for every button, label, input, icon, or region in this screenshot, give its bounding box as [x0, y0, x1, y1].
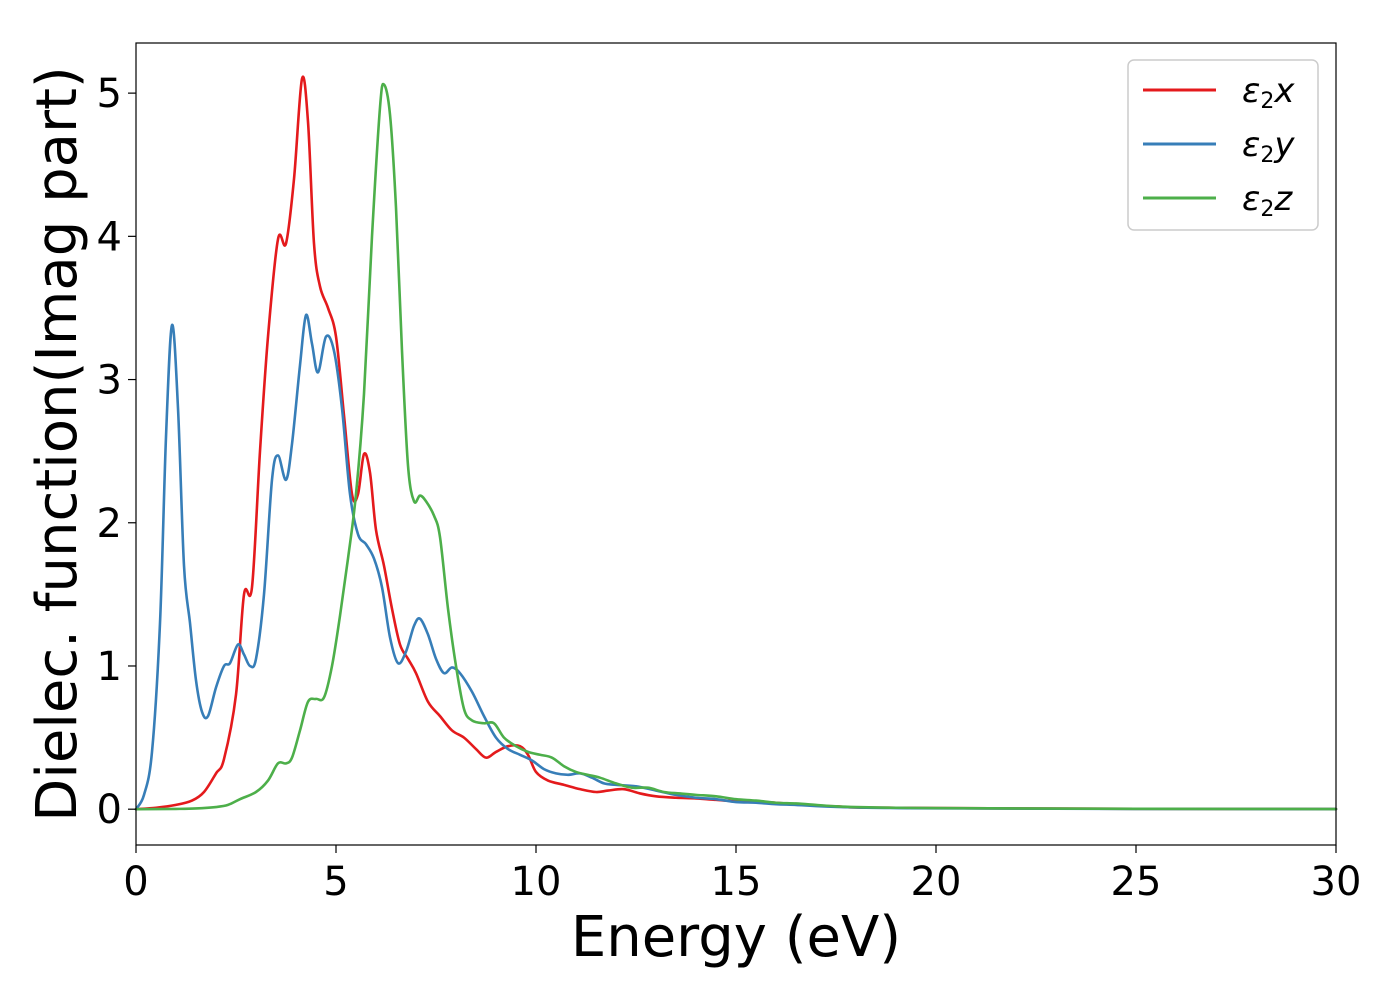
legend: ε2x ε2y ε2z — [1127, 59, 1319, 231]
legend-box — [1127, 59, 1319, 231]
series-line-z — [134, 82, 1338, 811]
y-axis: 0 1 2 3 4 5 — [97, 71, 136, 833]
y-axis-title: Dielec. function(Imag part) — [25, 66, 90, 822]
x-tick-label: 5 — [323, 859, 348, 905]
x-axis: 0 5 10 15 20 25 30 — [123, 845, 1361, 905]
series-line-y — [134, 313, 1338, 811]
x-tick-label: 10 — [511, 859, 562, 905]
x-tick-label: 30 — [1311, 859, 1362, 905]
x-tick-label: 15 — [711, 859, 762, 905]
x-axis-title: Energy (eV) — [571, 905, 901, 970]
y-tick-label: 2 — [97, 501, 122, 547]
x-tick-label: 0 — [123, 859, 148, 905]
y-tick-label: 5 — [97, 71, 122, 117]
x-tick-label: 20 — [911, 859, 962, 905]
x-tick-label: 25 — [1111, 859, 1162, 905]
y-tick-label: 1 — [97, 644, 122, 690]
y-tick-label: 3 — [97, 358, 122, 404]
legend-label-z: ε2z — [1242, 179, 1293, 222]
series-layer — [134, 75, 1338, 811]
y-tick-label: 0 — [97, 787, 122, 833]
y-tick-label: 4 — [97, 214, 122, 260]
legend-label-x: ε2x — [1242, 71, 1295, 114]
legend-label-y: ε2y — [1242, 125, 1295, 168]
